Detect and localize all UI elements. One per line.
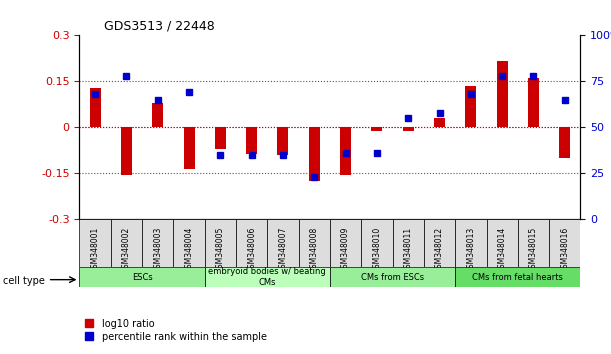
- FancyBboxPatch shape: [549, 219, 580, 267]
- Text: GDS3513 / 22448: GDS3513 / 22448: [104, 20, 215, 33]
- Bar: [371, 127, 382, 131]
- Text: GSM348006: GSM348006: [247, 227, 256, 273]
- FancyBboxPatch shape: [455, 267, 580, 287]
- Text: GSM348005: GSM348005: [216, 227, 225, 273]
- Bar: [559, 127, 570, 158]
- FancyBboxPatch shape: [205, 267, 330, 287]
- FancyBboxPatch shape: [424, 219, 455, 267]
- Bar: [121, 127, 132, 175]
- FancyBboxPatch shape: [393, 219, 424, 267]
- FancyBboxPatch shape: [361, 219, 393, 267]
- Bar: [434, 118, 445, 127]
- Bar: [183, 127, 194, 169]
- Text: cell type: cell type: [3, 276, 45, 286]
- Text: GSM348007: GSM348007: [279, 227, 287, 273]
- FancyBboxPatch shape: [455, 219, 486, 267]
- Text: GSM348009: GSM348009: [341, 227, 350, 273]
- Bar: [277, 127, 288, 155]
- FancyBboxPatch shape: [111, 219, 142, 267]
- Text: GSM348008: GSM348008: [310, 227, 319, 273]
- Bar: [497, 62, 508, 127]
- FancyBboxPatch shape: [79, 267, 205, 287]
- FancyBboxPatch shape: [174, 219, 205, 267]
- Bar: [90, 87, 101, 127]
- Text: GSM348001: GSM348001: [90, 227, 100, 273]
- Bar: [340, 127, 351, 175]
- FancyBboxPatch shape: [268, 219, 299, 267]
- FancyBboxPatch shape: [236, 219, 268, 267]
- Text: embryoid bodies w/ beating
CMs: embryoid bodies w/ beating CMs: [208, 267, 326, 287]
- FancyBboxPatch shape: [518, 219, 549, 267]
- Text: CMs from fetal hearts: CMs from fetal hearts: [472, 273, 563, 281]
- Text: CMs from ESCs: CMs from ESCs: [361, 273, 424, 281]
- Text: GSM348010: GSM348010: [373, 227, 381, 273]
- Text: GSM348012: GSM348012: [435, 227, 444, 273]
- Bar: [528, 78, 539, 127]
- FancyBboxPatch shape: [299, 219, 330, 267]
- Text: GSM348015: GSM348015: [529, 227, 538, 273]
- Text: GSM348016: GSM348016: [560, 227, 569, 273]
- FancyBboxPatch shape: [79, 219, 111, 267]
- Text: ESCs: ESCs: [132, 273, 152, 281]
- Bar: [309, 127, 320, 181]
- Text: GSM348013: GSM348013: [466, 227, 475, 273]
- FancyBboxPatch shape: [142, 219, 174, 267]
- Legend: log10 ratio, percentile rank within the sample: log10 ratio, percentile rank within the …: [84, 319, 267, 342]
- Bar: [215, 127, 226, 149]
- FancyBboxPatch shape: [330, 267, 455, 287]
- Bar: [152, 103, 163, 127]
- Text: GSM348003: GSM348003: [153, 227, 162, 273]
- FancyBboxPatch shape: [205, 219, 236, 267]
- FancyBboxPatch shape: [486, 219, 518, 267]
- Text: GSM348011: GSM348011: [404, 227, 412, 273]
- Text: GSM348002: GSM348002: [122, 227, 131, 273]
- Bar: [466, 86, 477, 127]
- Bar: [246, 127, 257, 154]
- Text: GSM348004: GSM348004: [185, 227, 194, 273]
- FancyBboxPatch shape: [330, 219, 361, 267]
- Bar: [403, 127, 414, 131]
- Text: GSM348014: GSM348014: [498, 227, 507, 273]
